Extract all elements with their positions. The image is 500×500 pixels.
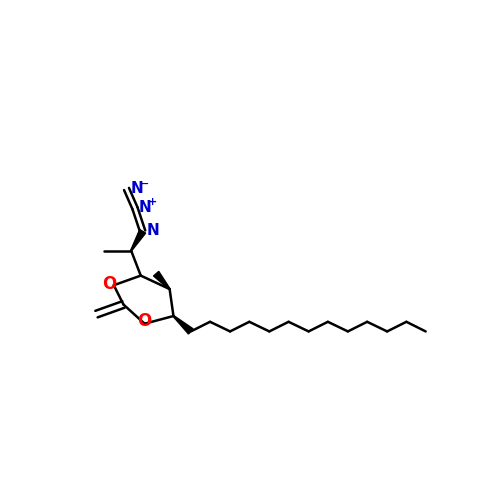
Text: +: + <box>148 197 158 207</box>
Polygon shape <box>154 272 170 289</box>
Text: N: N <box>139 200 151 215</box>
Text: O: O <box>102 275 117 293</box>
Text: O: O <box>138 312 151 330</box>
Text: N: N <box>130 180 143 196</box>
Polygon shape <box>130 230 146 251</box>
Text: N: N <box>146 223 160 238</box>
Text: −: − <box>140 178 149 188</box>
Polygon shape <box>173 316 193 334</box>
